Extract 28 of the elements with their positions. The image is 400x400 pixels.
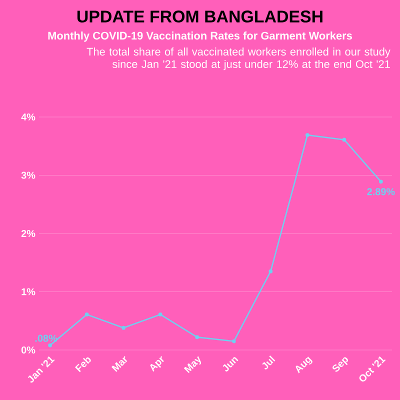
x-tick-label: Feb [75, 357, 91, 372]
data-label: .08% [35, 334, 58, 342]
x-tick-label: Apr [150, 356, 164, 372]
y-tick-label: 1% [22, 288, 36, 296]
point [342, 138, 346, 142]
x-tick-label: Jun [222, 357, 238, 372]
point [268, 269, 273, 274]
x-tick-label: Sep [332, 357, 348, 372]
text: The total share of all vaccinated workers enrolled in our study since Jan '21 stood at just under 12% at the end Oct '21 [86, 48, 390, 70]
data-label: 2.89% [367, 188, 395, 196]
y-tick-label: 2% [21, 230, 36, 238]
point [48, 343, 52, 348]
x-tick-label: Jul [262, 355, 276, 370]
chart-title: UPDATE FROM BANGLADESH [77, 10, 322, 23]
point [305, 133, 310, 138]
y-tick-label: 3% [21, 172, 36, 179]
point [84, 312, 89, 316]
point [379, 180, 383, 184]
point [122, 326, 126, 330]
point [195, 335, 200, 340]
x-tick-label: Jan '21 [28, 356, 55, 383]
y-tick-label: 4% [21, 113, 36, 121]
x-tick-label: Oct '21 [359, 356, 386, 382]
point [232, 339, 236, 344]
point [158, 312, 162, 316]
chart-subtitle: Monthly COVID-19 Vaccination Rates for Garment Workers [48, 32, 352, 42]
x-tick-label: Mar [112, 356, 128, 372]
y-tick-label: 0% [21, 346, 36, 354]
